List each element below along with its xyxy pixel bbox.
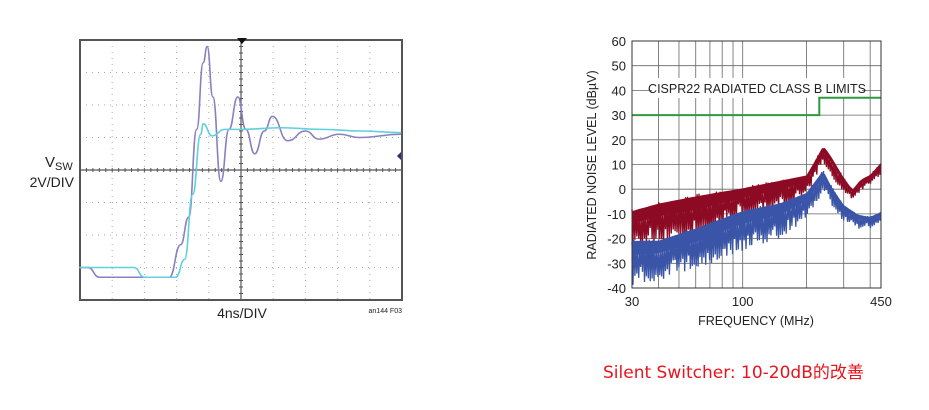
trigger-marker-icon [237, 38, 247, 44]
series-silent-switcher-band [632, 172, 881, 255]
y-tick-label: 30 [612, 108, 626, 123]
x-scale-label: 4ns/DIV [217, 305, 267, 321]
y-tick-label: 50 [612, 59, 626, 74]
level-marker-icon [397, 152, 401, 160]
y-tick-label: 0 [619, 182, 626, 197]
limit-annotation: CISPR22 RADIATED CLASS B LIMITS [648, 82, 866, 96]
x-tick-labels: 30 100 450 [625, 294, 892, 309]
y-tick-labels: 60 50 40 30 20 10 0 -10 -20 -30 -40 [607, 34, 626, 296]
x-tick-label: 100 [732, 294, 754, 309]
y-axis-label: RADIATED NOISE LEVEL (dBµV) [585, 70, 599, 259]
y-label: VSW [45, 154, 73, 173]
y-tick-label: -10 [607, 207, 626, 222]
cispr22-limit-line [632, 96, 881, 117]
y-tick-label: 20 [612, 133, 626, 148]
caption: Silent Switcher: 10-20dB的改善 [603, 363, 864, 383]
trace-vsw-conventional [79, 45, 402, 279]
trace-vsw-silent-switcher [79, 123, 402, 279]
plot-frame [631, 40, 882, 289]
series-conventional-band [632, 148, 881, 224]
x-tick-label: 450 [870, 294, 892, 309]
annotation-bg [652, 78, 862, 98]
scope-grid [79, 39, 403, 301]
scope-chart: VSW 2V/DIV 4ns/DIV an144 F03 [30, 38, 403, 321]
spectrum-series [631, 148, 882, 285]
y-tick-label: -20 [607, 232, 626, 247]
x-axis-label: FREQUENCY (MHz) [698, 314, 814, 328]
figure-id: an144 F03 [369, 308, 403, 315]
y-tick-label: 60 [612, 34, 626, 49]
scope-traces [79, 45, 402, 279]
y-tick-label: 40 [612, 83, 626, 98]
y-scale-label: 2V/DIV [30, 174, 75, 190]
limit-line-group [632, 96, 881, 117]
y-tick-label: 10 [612, 158, 626, 173]
y-tick-label: -40 [607, 281, 626, 296]
y-tick-label: -30 [607, 256, 626, 271]
x-tick-label: 30 [625, 294, 639, 309]
spectrum-chart: CISPR22 RADIATED CLASS B LIMITS 60 50 40 30… [585, 34, 892, 328]
